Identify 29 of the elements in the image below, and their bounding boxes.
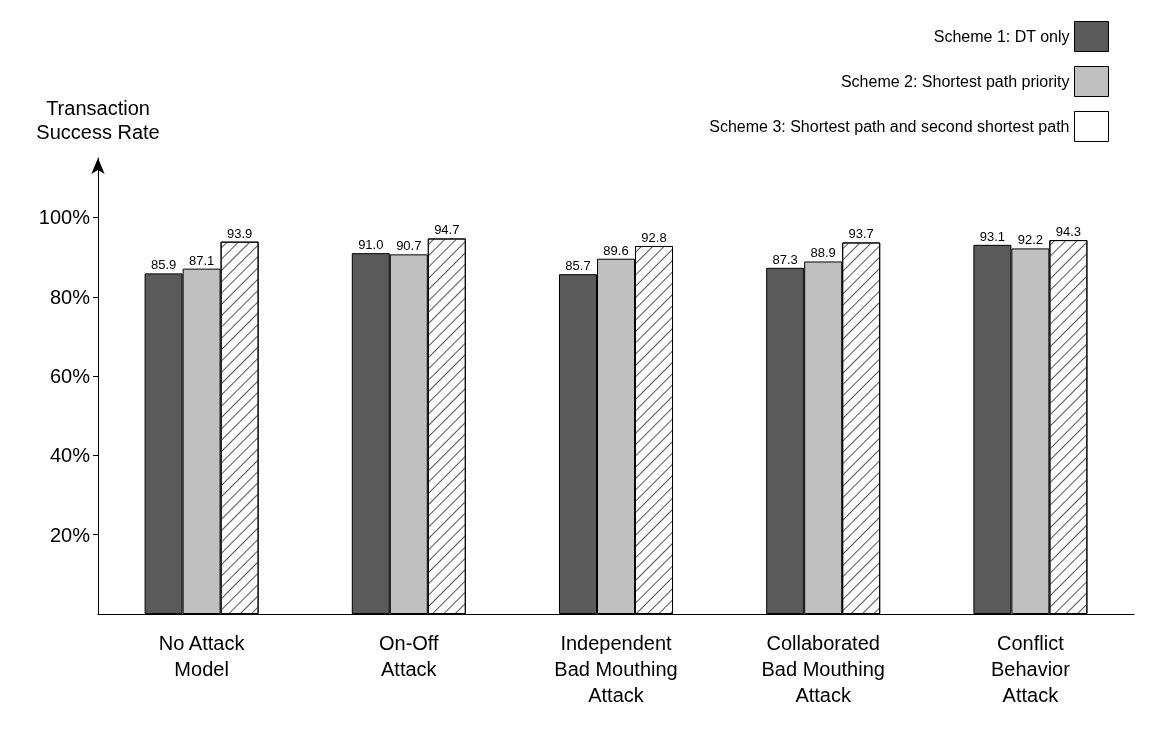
data-label: 85.7 — [565, 258, 591, 274]
x-tick-label: Independent Bad Mouthing Attack — [554, 632, 678, 706]
data-label: 93.9 — [226, 225, 253, 241]
x-tick-label: Conflict Behavior Attack — [990, 632, 1071, 706]
data-label: 93.7 — [848, 226, 874, 242]
data-label: 91.0 — [358, 237, 384, 253]
y-axis-title: Transaction Success Rate — [36, 97, 160, 143]
y-tick-label: 100% — [38, 206, 91, 229]
y-tick-label: 60% — [49, 365, 91, 388]
data-label: 90.7 — [396, 238, 422, 254]
y-tick-label: 20% — [49, 523, 91, 546]
data-label: 93.1 — [979, 228, 1006, 244]
data-label: 94.3 — [1055, 224, 1082, 240]
legend-label: Scheme 3: Shortest path and second shortest path — [709, 118, 1070, 135]
data-label: 92.2 — [1017, 232, 1044, 248]
y-tick-label: 80% — [49, 285, 91, 308]
data-label: 87.1 — [188, 252, 215, 268]
legend-label: Scheme 1: DT only — [933, 28, 1070, 45]
legend-label: Scheme 2: Shortest path priority — [840, 73, 1070, 90]
data-label: 85.9 — [150, 257, 177, 273]
data-label: 87.3 — [772, 251, 798, 267]
data-label: 88.9 — [810, 245, 836, 261]
y-tick-label: 40% — [49, 444, 91, 467]
data-label: 89.6 — [603, 242, 629, 258]
x-tick-label: No Attack Model — [158, 632, 246, 680]
data-label: 92.8 — [641, 230, 667, 246]
x-tick-label: On-Off Attack — [378, 632, 440, 680]
data-label: 94.7 — [434, 222, 460, 238]
x-tick-label: Collaborated Bad Mouthing Attack — [761, 632, 885, 706]
